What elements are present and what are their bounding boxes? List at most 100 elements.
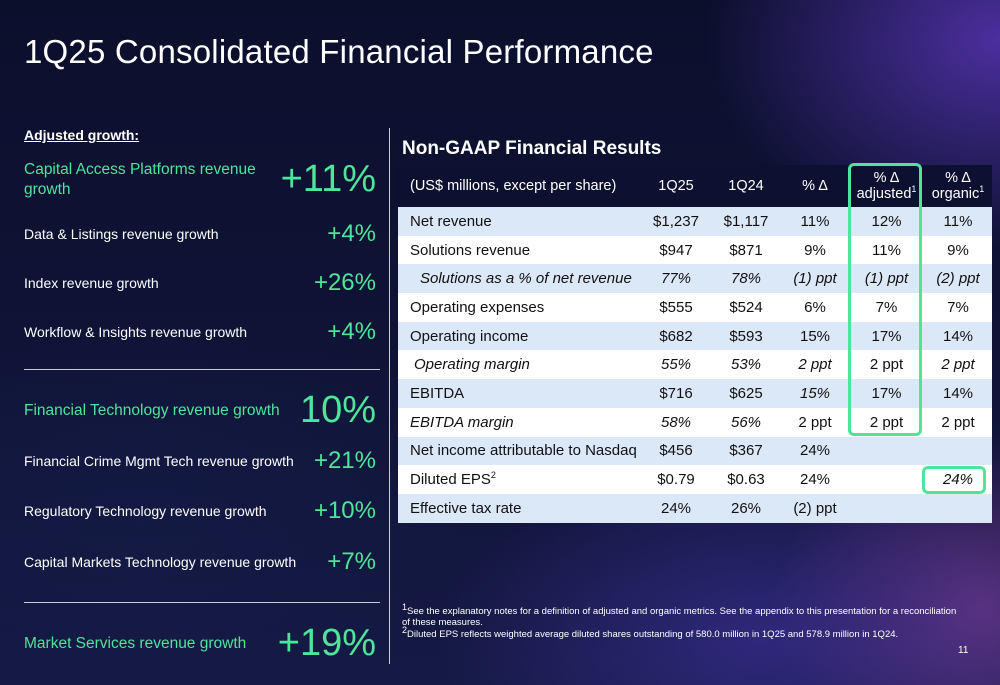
cell: (1) ppt [849, 264, 924, 294]
table-row: Solutions revenue $947 $871 9% 11% 9% [398, 235, 992, 265]
cell: $682 [641, 321, 711, 351]
cell: 14% [924, 379, 992, 408]
cell: 6% [781, 293, 849, 322]
metric-value: +7% [327, 548, 376, 575]
cell: 2 ppt [924, 350, 992, 380]
row-label: Net revenue [398, 207, 641, 236]
metric-label: Market Services revenue growth [24, 634, 247, 652]
row-label: Solutions revenue [398, 235, 641, 265]
table-row: Operating expenses $555 $524 6% 7% 7% [398, 293, 992, 322]
table-row: EBITDA $716 $625 15% 17% 14% [398, 379, 992, 408]
metric-label: Workflow & Insights revenue growth [24, 324, 248, 340]
cell: 56% [711, 407, 781, 437]
divider [24, 602, 380, 603]
table-row: Diluted EPS2 $0.79 $0.63 24% 24% [398, 465, 992, 494]
metric-label: Capital Access Platforms revenue growth [24, 160, 256, 198]
cell: 2 ppt [849, 350, 924, 380]
footnote-text: Diluted EPS reflects weighted average di… [407, 629, 899, 640]
row-label: Operating margin [398, 350, 641, 380]
vertical-divider [389, 128, 390, 664]
metric-regtech: Regulatory Technology revenue growth +10… [24, 497, 376, 525]
table-row: Net income attributable to Nasdaq $456 $… [398, 436, 992, 466]
cell: $456 [641, 436, 711, 466]
footnote-mark: 2 [402, 624, 408, 635]
metric-label: Index revenue growth [24, 275, 159, 291]
metric-fintech: Financial Technology revenue growth 10% [24, 389, 376, 432]
metric-capital-access: Capital Access Platforms revenue growth … [24, 158, 376, 201]
cell: 2 ppt [781, 350, 849, 380]
row-label: Operating expenses [398, 293, 641, 322]
cell: 26% [711, 493, 781, 523]
metric-value: +21% [313, 447, 376, 474]
metric-value: 10% [299, 389, 376, 431]
cell: 24% [781, 465, 849, 494]
cell: 14% [924, 321, 992, 351]
adjusted-growth-heading: Adjusted growth: [24, 127, 140, 143]
footnotes: 1See the explanatory notes for a definit… [402, 602, 962, 641]
header-1q25: 1Q25 [641, 165, 711, 207]
footnote-mark: 1 [402, 601, 408, 612]
header-pct-adjusted: % Δ adjusted1 [849, 165, 924, 207]
metric-data-listings: Data & Listings revenue growth +4% [24, 220, 376, 248]
footnote-mark: 1 [979, 184, 985, 195]
cell: 78% [711, 264, 781, 294]
metric-capmarkets-tech: Capital Markets Technology revenue growt… [24, 548, 376, 576]
metric-label: Data & Listings revenue growth [24, 226, 219, 242]
cell [924, 493, 992, 523]
metric-label: Financial Crime Mgmt Tech revenue growth [24, 453, 294, 469]
cell: 53% [711, 350, 781, 380]
metric-workflow-insights: Workflow & Insights revenue growth +4% [24, 318, 376, 346]
footnote-mark: 2 [490, 470, 496, 481]
header-text: % Δ [945, 170, 971, 186]
row-label: EBITDA margin [398, 407, 641, 437]
metric-label: Regulatory Technology revenue growth [24, 503, 267, 519]
table-row: EBITDA margin 58% 56% 2 ppt 2 ppt 2 ppt [398, 407, 992, 437]
cell: $1,237 [641, 207, 711, 236]
cell: 2 ppt [924, 407, 992, 437]
cell: $0.79 [641, 465, 711, 494]
footnote-mark: 1 [911, 184, 917, 195]
page-title: 1Q25 Consolidated Financial Performance [24, 33, 654, 70]
cell: 11% [849, 235, 924, 265]
metric-value: +4% [327, 220, 376, 247]
metric-value: +4% [327, 318, 376, 345]
cell: $1,117 [711, 207, 781, 236]
cell: 17% [849, 379, 924, 408]
cell: 77% [641, 264, 711, 294]
row-label: Solutions as a % of net revenue [398, 264, 641, 294]
cell: $625 [711, 379, 781, 408]
cell: 2 ppt [781, 407, 849, 437]
row-label: Net income attributable to Nasdaq [398, 436, 641, 466]
table-row: Net revenue $1,237 $1,117 11% 12% 11% [398, 207, 992, 236]
table-header-row: (US$ millions, except per share) 1Q25 1Q… [398, 165, 992, 207]
row-label: EBITDA [398, 379, 641, 408]
footnote-text: See the explanatory notes for a definiti… [402, 606, 957, 628]
cell: 58% [641, 407, 711, 437]
cell: $716 [641, 379, 711, 408]
financial-results-table: (US$ millions, except per share) 1Q25 1Q… [398, 165, 992, 523]
cell: 7% [924, 293, 992, 322]
table-row: Solutions as a % of net revenue 77% 78% … [398, 264, 992, 294]
metric-fincrime: Financial Crime Mgmt Tech revenue growth… [24, 447, 376, 475]
divider [24, 369, 380, 370]
cell: 9% [781, 235, 849, 265]
cell: $593 [711, 321, 781, 351]
table-row: Operating income $682 $593 15% 17% 14% [398, 321, 992, 351]
cell: 24% [641, 493, 711, 523]
cell [849, 493, 924, 523]
cell: 24% [781, 436, 849, 466]
cell: 2 ppt [849, 407, 924, 437]
cell: 9% [924, 235, 992, 265]
cell [849, 436, 924, 466]
metric-value: +11% [280, 158, 376, 200]
cell: (2) ppt [781, 493, 849, 523]
metric-value: +26% [313, 269, 376, 296]
cell: $947 [641, 235, 711, 265]
cell: 15% [781, 379, 849, 408]
cell: $0.63 [711, 465, 781, 494]
cell: 12% [849, 207, 924, 236]
header-pct-change: % Δ [781, 165, 849, 207]
header-text: adjusted [856, 186, 912, 202]
metric-market-services: Market Services revenue growth +19% [24, 622, 376, 665]
table-row: Operating margin 55% 53% 2 ppt 2 ppt 2 p… [398, 350, 992, 380]
